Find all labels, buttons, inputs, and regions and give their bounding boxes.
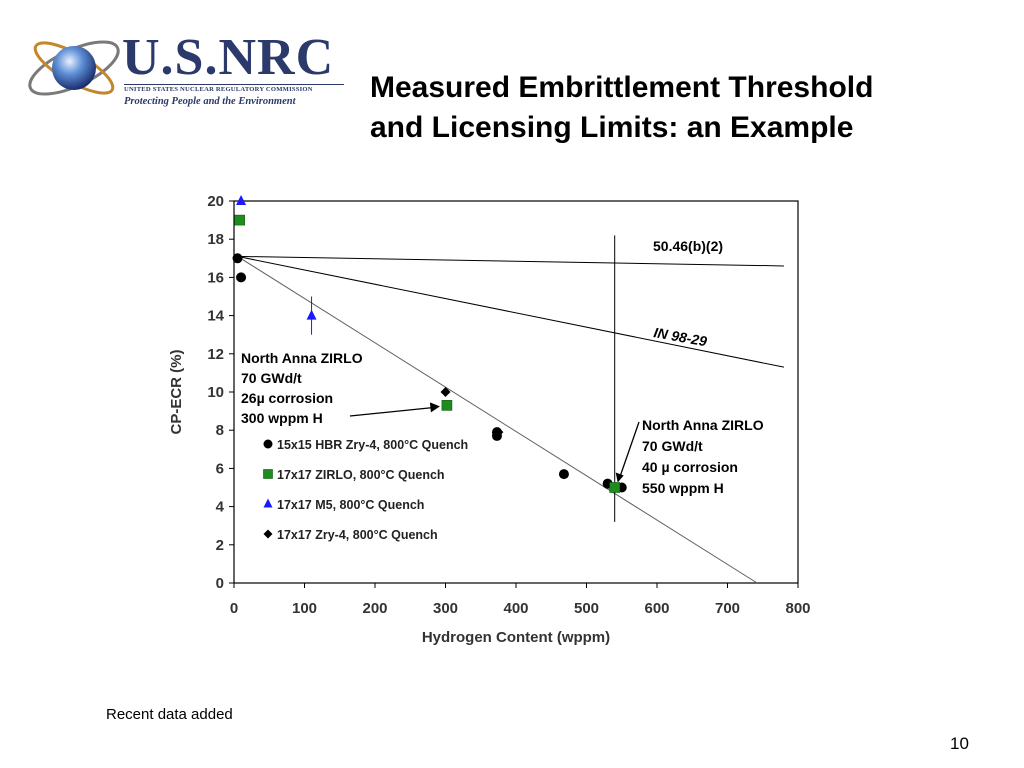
y-tick-label: 20 bbox=[207, 193, 224, 210]
y-tick-label: 8 bbox=[216, 422, 224, 439]
annotation-1-arrow bbox=[349, 406, 435, 417]
footnote: Recent data added bbox=[106, 706, 233, 723]
legend-label: 15x15 HBR Zry-4, 800°C Quench bbox=[277, 438, 468, 452]
annotation-2-line: North Anna ZIRLO bbox=[642, 417, 764, 433]
legend-label: 17x17 ZIRLO, 800°C Quench bbox=[277, 468, 445, 482]
y-tick-label: 0 bbox=[216, 575, 224, 592]
annotation-1-line: 300 wppm H bbox=[241, 410, 323, 426]
legend-marker bbox=[263, 529, 273, 539]
data-point-series-1 bbox=[609, 482, 621, 493]
data-point-series-1 bbox=[234, 214, 245, 226]
y-tick-label: 14 bbox=[207, 308, 224, 325]
legend-label: 17x17 Zry-4, 800°C Quench bbox=[277, 528, 438, 542]
data-point-series-0 bbox=[558, 469, 569, 480]
globe-icon bbox=[28, 40, 120, 96]
annotation-2-arrowhead bbox=[615, 472, 624, 483]
slide-title-line-2: and Licensing Limits: an Example bbox=[370, 111, 854, 144]
x-tick-label: 300 bbox=[433, 600, 458, 617]
nrc-logo: U.S.NRC UNITED STATES NUCLEAR REGULATORY… bbox=[22, 18, 344, 118]
annotation-1-line: 26µ corrosion bbox=[241, 390, 333, 406]
annotation-2-line: 40 µ corrosion bbox=[642, 459, 738, 475]
annotation-1-line: 70 GWd/t bbox=[241, 370, 302, 386]
data-point-series-3 bbox=[440, 387, 451, 397]
legend-marker bbox=[263, 498, 273, 508]
y-tick-label: 6 bbox=[216, 460, 224, 477]
data-point-series-1 bbox=[441, 400, 453, 411]
slide-title: Measured Embrittlement Threshold and Lic… bbox=[370, 68, 990, 148]
legend-label: 17x17 M5, 800°C Quench bbox=[277, 498, 424, 512]
logo-wordmark: U.S.NRC bbox=[122, 29, 335, 86]
annotation-2-line: 70 GWd/t bbox=[642, 438, 703, 454]
data-point-series-0 bbox=[232, 253, 243, 264]
x-tick-label: 500 bbox=[574, 600, 599, 617]
legend-marker bbox=[263, 469, 273, 479]
x-tick-label: 200 bbox=[362, 600, 387, 617]
reference-line-0 bbox=[237, 255, 784, 267]
page-number: 10 bbox=[950, 734, 969, 753]
data-point-series-0 bbox=[236, 272, 247, 283]
data-point-series-3 bbox=[493, 427, 504, 438]
data-point-series-2 bbox=[236, 195, 247, 205]
legend-marker bbox=[263, 439, 273, 449]
y-tick-label: 16 bbox=[207, 269, 224, 286]
annotation-1-line: North Anna ZIRLO bbox=[241, 350, 363, 366]
x-tick-label: 100 bbox=[292, 600, 317, 617]
x-tick-label: 700 bbox=[715, 600, 740, 617]
x-axis-label: Hydrogen Content (wppm) bbox=[422, 629, 610, 646]
x-tick-label: 400 bbox=[503, 600, 528, 617]
slide-title-line-1: Measured Embrittlement Threshold bbox=[370, 71, 874, 104]
reference-line-1 bbox=[237, 255, 784, 368]
annotation-1-arrowhead bbox=[429, 402, 440, 413]
reference-line-2 bbox=[237, 255, 758, 584]
y-tick-label: 2 bbox=[216, 537, 224, 554]
y-tick-label: 18 bbox=[207, 231, 224, 248]
y-tick-label: 4 bbox=[216, 499, 225, 516]
y-axis-label: CP-ECR (%) bbox=[168, 349, 185, 434]
annotation-2-arrow bbox=[619, 421, 640, 478]
y-tick-label: 12 bbox=[207, 346, 224, 363]
line-label-50-46: 50.46(b)(2) bbox=[653, 238, 723, 254]
annotation-2-line: 550 wppm H bbox=[642, 480, 724, 496]
x-tick-label: 600 bbox=[644, 600, 669, 617]
logo-subtitle: UNITED STATES NUCLEAR REGULATORY COMMISS… bbox=[124, 84, 344, 93]
x-tick-label: 800 bbox=[785, 600, 810, 617]
y-tick-label: 10 bbox=[207, 384, 224, 401]
data-point-series-2 bbox=[306, 309, 317, 320]
x-tick-label: 0 bbox=[230, 600, 238, 617]
logo-tagline: Protecting People and the Environment bbox=[124, 96, 296, 107]
